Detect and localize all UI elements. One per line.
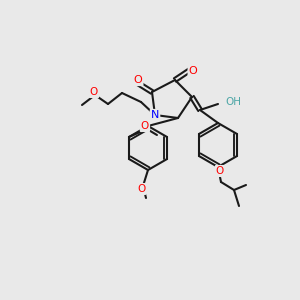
Text: O: O	[90, 87, 98, 97]
Text: O: O	[141, 121, 149, 131]
Text: O: O	[134, 75, 142, 85]
Text: N: N	[151, 110, 159, 120]
Text: O: O	[216, 166, 224, 176]
Text: O: O	[137, 184, 145, 194]
Text: O: O	[189, 66, 197, 76]
Text: OH: OH	[225, 97, 241, 107]
